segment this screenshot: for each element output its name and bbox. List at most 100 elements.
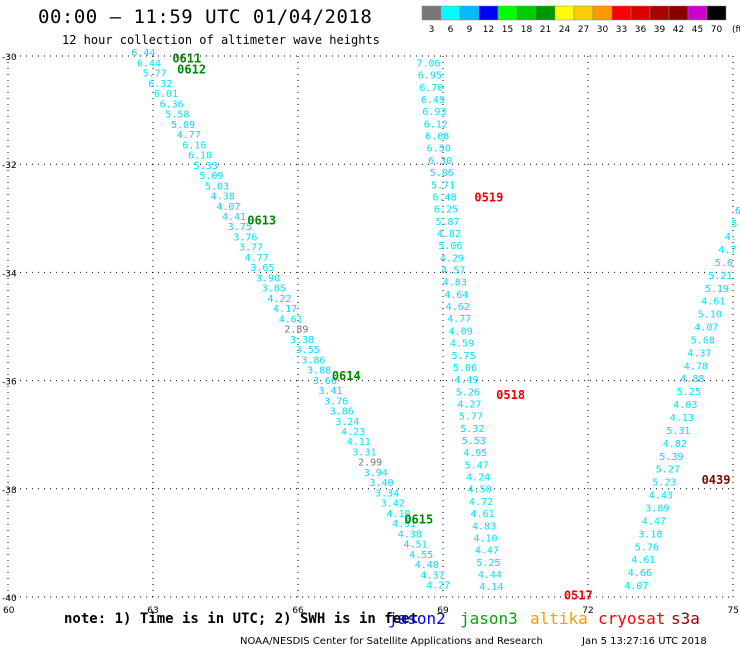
swh-value: 5.39: [659, 452, 683, 463]
swh-value: 4.27: [457, 399, 481, 410]
swh-value: 4.41: [222, 212, 246, 223]
swh-value: 4.: [725, 232, 737, 243]
y-tick-label: -32: [2, 161, 17, 171]
swh-value: 3.65: [250, 263, 274, 274]
swh-value: 6.32: [148, 79, 172, 90]
swh-value: 3.38: [290, 335, 314, 346]
swh-value: 5.53: [462, 436, 486, 447]
swh-value: 4.38: [211, 192, 235, 203]
swh-value: 4.83: [443, 278, 467, 289]
swh-value: 3.90: [256, 273, 280, 284]
swh-value: 4.82: [437, 229, 461, 240]
swh-value: 5.26: [456, 387, 480, 398]
swh-value: 3.31: [352, 447, 376, 458]
swh-value: 5.19: [705, 284, 729, 295]
swh-value: 4.10: [473, 533, 497, 544]
legend-label: 36: [635, 25, 647, 35]
swh-value: 4.17: [273, 304, 297, 315]
swh-value: 5.25: [476, 558, 500, 569]
x-tick-label: 66: [292, 606, 304, 616]
footnote: note: 1) Time is in UTC; 2) SWH is in fe…: [64, 611, 419, 627]
swh-value: 3.75: [228, 222, 252, 233]
swh-value: 4.77: [447, 314, 471, 325]
legend-label: 30: [597, 25, 609, 35]
swh-value: 4.51: [403, 540, 427, 551]
swh-value: 5.76: [635, 542, 659, 553]
swh-value: 4.07: [216, 202, 240, 213]
swh-value: 4.40: [415, 560, 439, 571]
swh-value: 4.37: [420, 570, 444, 581]
legend-swatch: [668, 5, 689, 21]
swh-value: 4.61: [279, 314, 303, 325]
swh-value: 4.49: [454, 375, 478, 386]
swh-value: 6: [735, 206, 740, 217]
swh-value: 4.27: [426, 581, 450, 592]
swh-value: 3.86: [301, 355, 325, 366]
x-tick-label: 75: [728, 606, 739, 616]
legend-swatch: [516, 5, 537, 21]
swh-value: 7.06: [416, 58, 440, 69]
wave-height-tracks: 6.446.445.776.326.016.365.585.094.776.16…: [131, 48, 740, 593]
legend-label: 33: [616, 25, 627, 35]
page-title: 00:00 – 11:59 UTC 01/04/2018: [38, 6, 373, 28]
legend-unit: (ft): [732, 25, 740, 35]
satellite-name: s3a: [671, 609, 700, 628]
swh-value: 5.09: [171, 120, 195, 131]
legend-swatch: [573, 5, 594, 21]
satellite-name: altika: [530, 609, 588, 628]
swh-value: 4.64: [444, 290, 468, 301]
swh-value: 5.58: [165, 110, 189, 121]
legend-label: 15: [502, 25, 513, 35]
y-tick-label: -36: [2, 378, 17, 388]
swh-value: 3.42: [381, 499, 405, 510]
x-tick-label: 63: [147, 606, 158, 616]
swh-value: 6.30: [428, 156, 452, 167]
swh-value: 5.77: [143, 69, 167, 80]
swh-value: 5.06: [438, 241, 462, 252]
legend-swatch: [535, 5, 556, 21]
legend-swatch: [611, 5, 632, 21]
swh-value: 5.25: [677, 387, 701, 398]
swh-value: 4.03: [673, 400, 697, 411]
swh-value: 5.6: [715, 258, 733, 269]
swh-value: 4.38: [398, 529, 422, 540]
legend-label: 18: [521, 25, 533, 35]
swh-value: 4.62: [446, 302, 470, 313]
legend-swatch: [478, 5, 499, 21]
swh-value: 4.09: [449, 326, 473, 337]
page-subtitle: 12 hour collection of altimeter wave hei…: [62, 33, 380, 47]
swh-value: 4.07: [694, 323, 718, 334]
legend-label: 3: [429, 25, 435, 35]
swh-value: 5.09: [199, 171, 223, 182]
swh-value: 4.78: [684, 361, 708, 372]
y-tick-label: -38: [2, 486, 17, 496]
swh-value: 4.13: [670, 413, 694, 424]
pass-label: 0518: [496, 388, 525, 402]
legend-swatch: [421, 5, 442, 21]
swh-value: 4.37: [687, 348, 711, 359]
swh-value: 3.86: [330, 407, 354, 418]
x-tick-label: 60: [3, 606, 15, 616]
swh-value: 3.40: [369, 478, 393, 489]
swh-value: 3.55: [296, 345, 320, 356]
legend-label: 39: [654, 25, 666, 35]
swh-value: 6.68: [425, 132, 449, 143]
swh-value: 5.10: [698, 310, 722, 321]
swh-value: 6.49: [421, 95, 445, 106]
swh-value: 3.94: [364, 468, 388, 479]
swh-value: 5.27: [656, 465, 680, 476]
swh-value: 3.66: [313, 376, 337, 387]
legend-label: 9: [467, 25, 473, 35]
swh-value: 4.43: [649, 491, 673, 502]
swh-value: 5.31: [666, 426, 690, 437]
swh-value: 3.34: [375, 488, 399, 499]
legend-swatch: [497, 5, 518, 21]
credit-line: NOAA/NESDIS Center for Satellite Applica…: [240, 636, 543, 647]
swh-value: 4.95: [463, 448, 487, 459]
swh-value: 6.44: [137, 58, 161, 69]
legend-swatch: [687, 5, 708, 21]
pass-label: 0615: [404, 513, 433, 527]
swh-value: 4.23: [341, 427, 365, 438]
